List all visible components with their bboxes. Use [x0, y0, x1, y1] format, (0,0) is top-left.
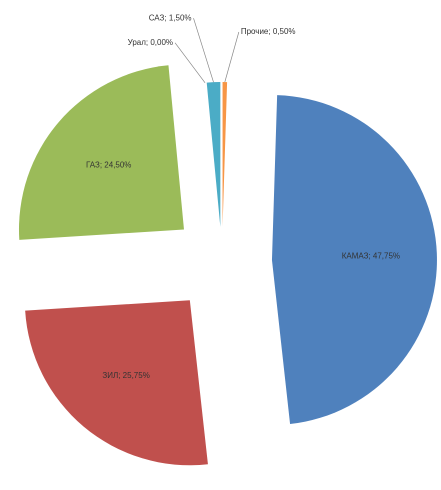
pie-slice: [25, 300, 208, 466]
leader-line: [224, 31, 240, 83]
pie-slice: [222, 82, 228, 228]
pie-slice: [206, 82, 221, 228]
pie-slice: [271, 95, 437, 425]
data-label: Урал; 0,00%: [128, 38, 173, 47]
leader-line: [174, 42, 206, 84]
leader-line: [193, 18, 214, 83]
data-label: КАМАЗ; 47,75%: [342, 251, 400, 260]
pie-slice: [18, 65, 184, 240]
data-label: САЗ; 1,50%: [149, 13, 192, 22]
data-label: Прочие; 0,50%: [241, 27, 296, 36]
data-label: ЗИЛ; 25,75%: [102, 371, 149, 380]
data-label: ГАЗ; 24,50%: [86, 160, 131, 169]
